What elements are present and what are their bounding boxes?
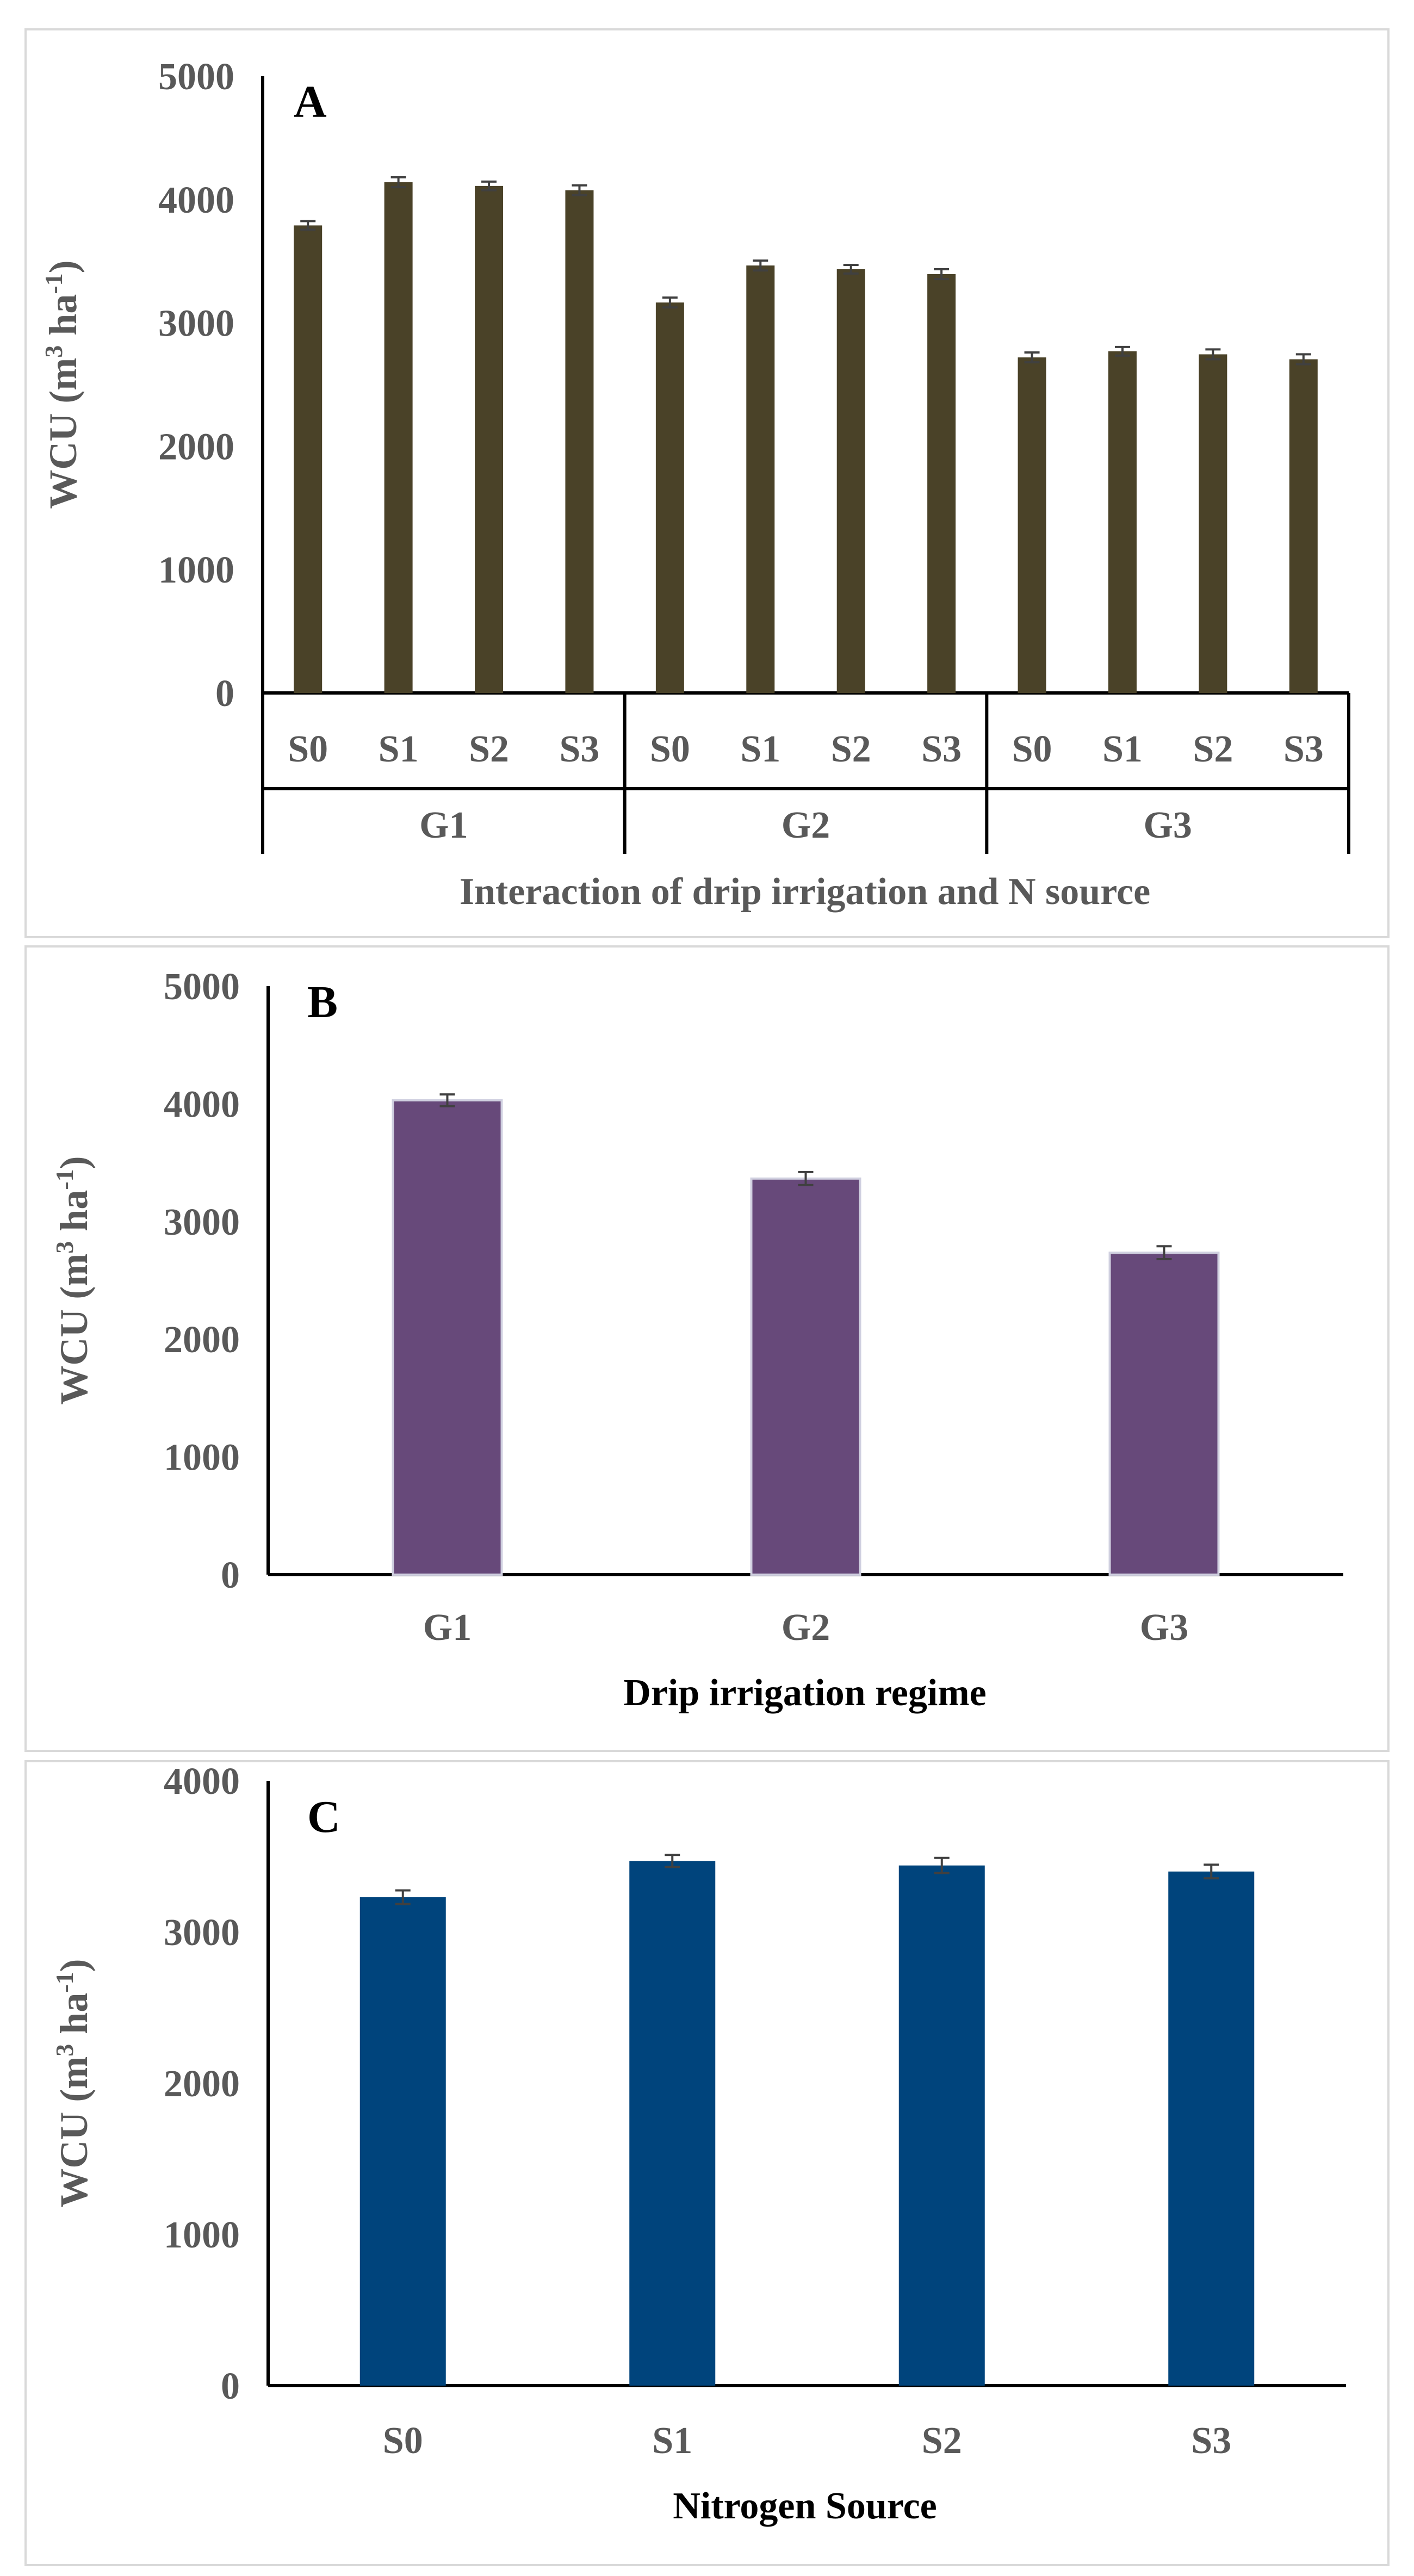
chart-a-x-tick-label: S1 xyxy=(740,728,780,770)
chart-b-y-tick-label: 3000 xyxy=(164,1202,240,1243)
chart-a-group-label: G2 xyxy=(782,804,830,846)
chart-a-y-tick-label: 4000 xyxy=(158,179,234,221)
chart-c-x-tick-label: S2 xyxy=(922,2420,962,2462)
chart-a-bar xyxy=(475,185,504,693)
chart-a-bar xyxy=(746,265,775,693)
chart-c-y-tick-label: 3000 xyxy=(164,1912,240,1954)
chart-b-bar xyxy=(1108,1252,1220,1576)
chart-b-y-axis-title-part: ) xyxy=(52,1156,96,1169)
chart-a-bar xyxy=(655,302,684,693)
chart-a-y-tick-label: 0 xyxy=(215,673,234,715)
chart-a-bar xyxy=(565,190,594,693)
chart-c-x-tick-label: S3 xyxy=(1191,2420,1231,2462)
chart-a-group-label: G3 xyxy=(1143,804,1192,846)
chart-b-x-tick-label: G1 xyxy=(423,1607,472,1649)
chart-a-y-tick-label: 2000 xyxy=(158,426,234,468)
chart-c-y-tick-label: 4000 xyxy=(164,1761,240,1803)
chart-b-x-tick-label: G3 xyxy=(1140,1607,1188,1649)
chart-a-y-axis-title-part: ) xyxy=(41,260,85,273)
chart-a-y-tick-label: 5000 xyxy=(158,56,234,98)
chart-a-bar xyxy=(1108,351,1137,693)
chart-a-bar xyxy=(384,182,413,693)
chart-a-bar xyxy=(294,225,323,693)
chart-a-x-tick-label: S1 xyxy=(379,728,419,770)
chart-b-y-axis-title-part: WCU (m xyxy=(52,1254,96,1405)
chart-c-bar xyxy=(898,1865,985,2386)
chart-a-x-tick-label: S0 xyxy=(1012,728,1052,770)
chart-a-y-axis-title: WCU (m3 ha-1) xyxy=(40,260,85,509)
chart-a-panel-label: A xyxy=(294,77,327,127)
chart-a-bar xyxy=(836,269,865,693)
chart-c-x-axis-title: Nitrogen Source xyxy=(673,2485,937,2527)
chart-c-y-tick-label: 1000 xyxy=(164,2214,240,2256)
panel-a-frame xyxy=(24,28,1390,938)
chart-b-y-tick-label: 1000 xyxy=(164,1437,240,1479)
chart-c-y-tick-label: 0 xyxy=(221,2366,240,2407)
chart-b-y-axis-title-part: -1 xyxy=(51,1169,78,1190)
chart-c-bar xyxy=(629,1861,716,2386)
chart-b-y-tick-label: 4000 xyxy=(164,1083,240,1125)
chart-a-x-tick-label: S0 xyxy=(650,728,690,770)
chart-a-y-axis-title-part: WCU (m xyxy=(41,358,85,509)
chart-a-y-axis-title-part: ha xyxy=(41,294,85,345)
chart-c-y-axis-title-part: ha xyxy=(52,1993,96,2044)
chart-b-y-tick-label: 2000 xyxy=(164,1319,240,1361)
chart-a-x-tick-label: S2 xyxy=(469,728,509,770)
chart-c-y-axis-title-part: 3 xyxy=(51,2044,78,2057)
chart-c-y-axis-title: WCU (m3 ha-1) xyxy=(51,1959,96,2207)
chart-a-x-axis-title: Interaction of drip irrigation and N sou… xyxy=(460,871,1150,913)
chart-a-x-tick-label: S2 xyxy=(1193,728,1233,770)
chart-a-bar xyxy=(927,274,956,693)
chart-a-x-tick-label: S3 xyxy=(559,728,599,770)
chart-a-x-tick-label: S3 xyxy=(921,728,962,770)
chart-c-bar xyxy=(359,1897,446,2386)
chart-c-y-axis-title-part: -1 xyxy=(51,1972,78,1992)
chart-a-bar xyxy=(1289,359,1318,693)
chart-a-bar xyxy=(1199,354,1227,693)
chart-c-y-axis-title-part: WCU (m xyxy=(52,2057,96,2208)
chart-a-x-tick-label: S1 xyxy=(1102,728,1143,770)
chart-a-y-tick-label: 1000 xyxy=(158,549,234,591)
chart-c-x-tick-label: S0 xyxy=(383,2420,423,2462)
chart-c-x-tick-label: S1 xyxy=(652,2420,692,2462)
chart-b-y-axis-title-part: 3 xyxy=(51,1241,78,1254)
chart-b-bar xyxy=(392,1099,503,1576)
chart-c-y-tick-label: 2000 xyxy=(164,2063,240,2105)
chart-a-group-label: G1 xyxy=(419,804,468,846)
chart-b-x-axis-title: Drip irrigation regime xyxy=(623,1672,986,1714)
chart-a-x-tick-label: S2 xyxy=(831,728,871,770)
chart-a-y-tick-label: 3000 xyxy=(158,303,234,345)
chart-a-bar xyxy=(1018,357,1046,693)
chart-a-x-tick-label: S3 xyxy=(1283,728,1324,770)
chart-a-y-axis-title-part: 3 xyxy=(40,345,67,358)
chart-b-y-axis-title-part: ha xyxy=(52,1190,96,1241)
chart-b-x-tick-label: G2 xyxy=(782,1607,830,1649)
chart-b-panel-label: B xyxy=(307,977,338,1027)
chart-a-x-tick-label: S0 xyxy=(288,728,328,770)
chart-b-y-tick-label: 0 xyxy=(221,1555,240,1596)
chart-c-bar xyxy=(1168,1871,1255,2386)
chart-c-panel-label: C xyxy=(307,1792,340,1842)
chart-b-bar xyxy=(750,1177,861,1576)
chart-b-y-tick-label: 5000 xyxy=(164,966,240,1008)
chart-c-y-axis-title-part: ) xyxy=(52,1959,96,1972)
chart-b-y-axis-title: WCU (m3 ha-1) xyxy=(51,1156,96,1404)
chart-a-y-axis-title-part: -1 xyxy=(40,273,67,294)
